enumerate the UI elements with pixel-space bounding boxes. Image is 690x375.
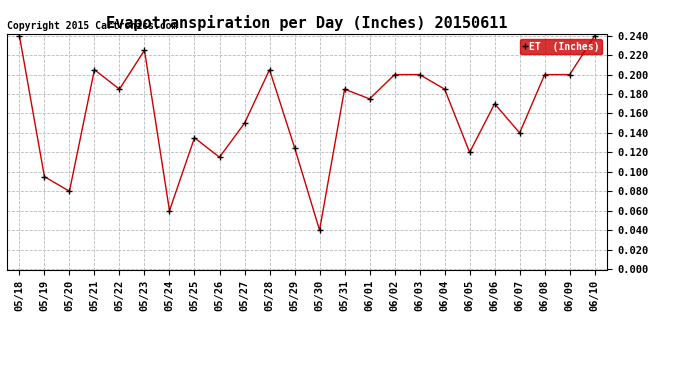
ET  (Inches) <box>591 33 599 38</box>
ET  (Inches) <box>515 130 524 135</box>
ET  (Inches) <box>66 189 74 194</box>
ET  (Inches) <box>391 72 399 77</box>
ET  (Inches) <box>466 150 474 154</box>
Line: ET  (Inches): ET (Inches) <box>16 32 598 234</box>
ET  (Inches) <box>240 121 248 126</box>
ET  (Inches) <box>90 68 99 72</box>
ET  (Inches) <box>266 68 274 72</box>
ET  (Inches) <box>215 155 224 159</box>
ET  (Inches) <box>290 145 299 150</box>
ET  (Inches) <box>415 72 424 77</box>
ET  (Inches) <box>15 33 23 38</box>
ET  (Inches) <box>40 174 48 179</box>
ET  (Inches) <box>540 72 549 77</box>
ET  (Inches) <box>115 87 124 92</box>
Title: Evapotranspiration per Day (Inches) 20150611: Evapotranspiration per Day (Inches) 2015… <box>106 15 508 31</box>
ET  (Inches) <box>315 228 324 232</box>
Legend: ET  (Inches): ET (Inches) <box>520 39 602 54</box>
ET  (Inches) <box>340 87 348 92</box>
ET  (Inches) <box>140 48 148 52</box>
ET  (Inches) <box>166 209 174 213</box>
ET  (Inches) <box>190 135 199 140</box>
ET  (Inches) <box>491 102 499 106</box>
Text: Copyright 2015 Cartronics.com: Copyright 2015 Cartronics.com <box>7 21 177 32</box>
ET  (Inches) <box>440 87 449 92</box>
ET  (Inches) <box>366 97 374 101</box>
ET  (Inches) <box>566 72 574 77</box>
